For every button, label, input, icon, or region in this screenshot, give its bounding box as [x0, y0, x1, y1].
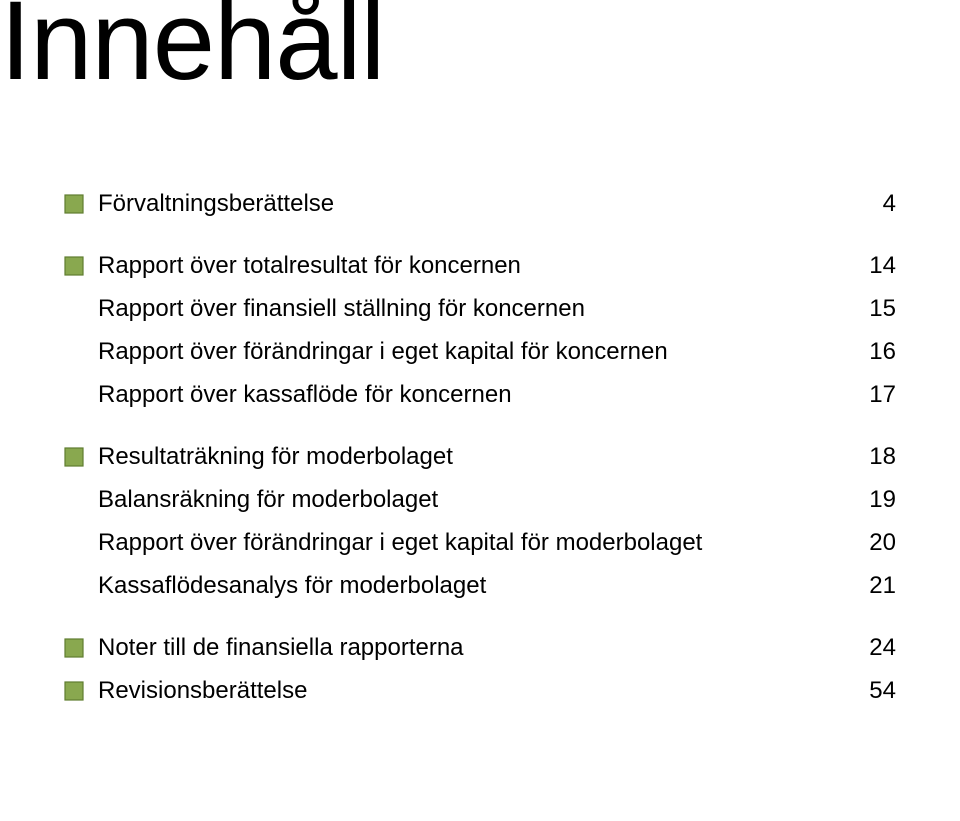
page: Innehåll Förvaltningsberättelse 4 Rapport… [0, 0, 960, 821]
toc-page-number: 19 [869, 488, 896, 512]
toc-page-number: 54 [869, 679, 896, 703]
toc-row: Förvaltningsberättelse 4 [64, 192, 896, 216]
toc-row: Rapport över kassaflöde för koncernen 17 [64, 383, 896, 407]
toc-row: Rapport över förändringar i eget kapital… [64, 340, 896, 364]
toc-page-number: 15 [869, 297, 896, 321]
toc-label: Noter till de finansiella rapporterna [98, 636, 464, 660]
toc-label: Balansräkning för moderbolaget [98, 488, 438, 512]
toc-page-number: 24 [869, 636, 896, 660]
toc-row: Resultaträkning för moderbolaget 18 [64, 445, 896, 469]
toc-label: Revisionsberättelse [98, 679, 307, 703]
bullet-icon [64, 256, 84, 276]
toc-label: Rapport över totalresultat för koncernen [98, 254, 521, 278]
toc-section: Noter till de finansiella rapporterna24 … [64, 636, 896, 703]
table-of-contents: Förvaltningsberättelse 4 Rapport över tot… [64, 192, 896, 741]
toc-section: Rapport över totalresultat för koncernen… [64, 254, 896, 407]
toc-label: Rapport över förändringar i eget kapital… [98, 531, 702, 555]
toc-section: Förvaltningsberättelse 4 [64, 192, 896, 216]
toc-section: Resultaträkning för moderbolaget 18 Balan… [64, 445, 896, 598]
toc-page-number: 16 [869, 340, 896, 364]
toc-page-number: 18 [869, 445, 896, 469]
toc-page-number: 4 [883, 192, 896, 216]
toc-label: Förvaltningsberättelse [98, 192, 334, 216]
toc-label: Rapport över kassaflöde för koncernen [98, 383, 512, 407]
toc-row: Kassaflödesanalys för moderbolaget 21 [64, 574, 896, 598]
toc-row: Balansräkning för moderbolaget 19 [64, 488, 896, 512]
toc-label: Resultaträkning för moderbolaget [98, 445, 453, 469]
toc-label: Kassaflödesanalys för moderbolaget [98, 574, 486, 598]
toc-row: Rapport över totalresultat för koncernen… [64, 254, 896, 278]
bullet-icon [64, 681, 84, 701]
toc-row: Rapport över förändringar i eget kapital… [64, 531, 896, 555]
toc-label: Rapport över finansiell ställning för ko… [98, 297, 585, 321]
toc-page-number: 21 [869, 574, 896, 598]
bullet-icon [64, 194, 84, 214]
toc-row: Rapport över finansiell ställning för ko… [64, 297, 896, 321]
toc-page-number: 17 [869, 383, 896, 407]
page-title: Innehåll [0, 0, 384, 105]
bullet-icon [64, 638, 84, 658]
toc-label: Rapport över förändringar i eget kapital… [98, 340, 668, 364]
toc-page-number: 14 [869, 254, 896, 278]
bullet-icon [64, 447, 84, 467]
toc-row: Revisionsberättelse 54 [64, 679, 896, 703]
toc-row: Noter till de finansiella rapporterna 24 [64, 636, 896, 660]
toc-page-number: 20 [869, 531, 896, 555]
